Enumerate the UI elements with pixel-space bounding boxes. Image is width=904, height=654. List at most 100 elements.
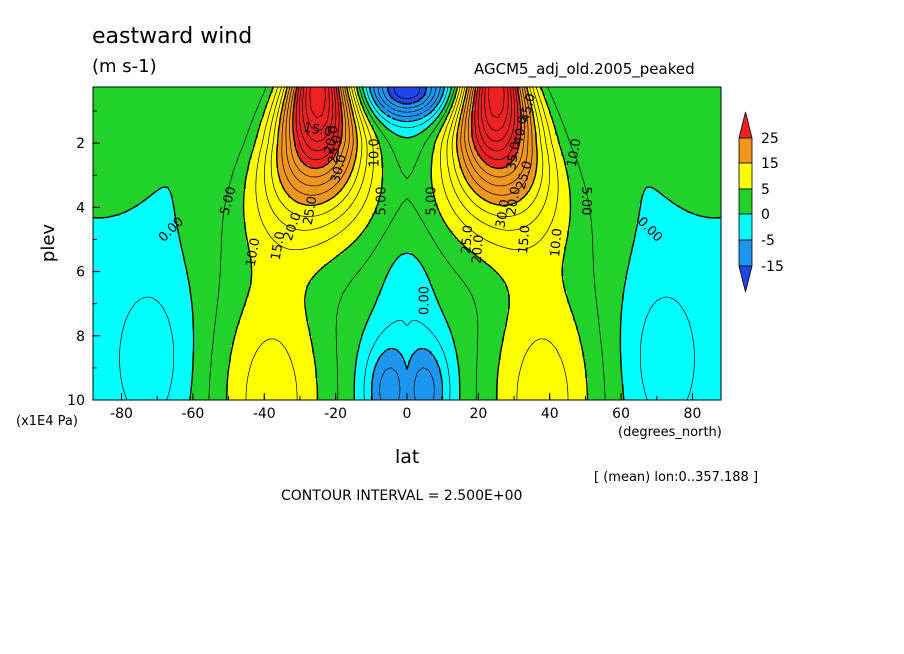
band-cell bbox=[492, 156, 496, 160]
band-cell bbox=[429, 135, 433, 139]
band-cell bbox=[180, 132, 184, 136]
band-cell bbox=[525, 105, 529, 109]
band-cell bbox=[438, 141, 442, 145]
band-cell bbox=[276, 102, 280, 106]
band-cell bbox=[432, 111, 436, 115]
band-cell bbox=[522, 144, 526, 148]
band-cell bbox=[633, 129, 637, 133]
band-cell bbox=[222, 96, 226, 100]
band-cell bbox=[219, 135, 223, 139]
band-cell bbox=[531, 138, 535, 142]
band-cell bbox=[303, 96, 307, 100]
band-cell bbox=[108, 144, 112, 148]
band-cell bbox=[717, 144, 721, 148]
band-cell bbox=[699, 153, 703, 157]
band-cell bbox=[651, 135, 655, 139]
band-cell bbox=[183, 150, 187, 154]
band-cell bbox=[414, 126, 418, 130]
band-cell bbox=[627, 90, 631, 94]
band-cell bbox=[444, 87, 448, 91]
band-cell bbox=[174, 150, 178, 154]
band-cell bbox=[507, 96, 511, 100]
band-cell bbox=[180, 111, 184, 115]
band-cell bbox=[582, 132, 586, 136]
band-cell bbox=[135, 93, 139, 97]
band-cell bbox=[492, 123, 496, 127]
band-cell bbox=[123, 111, 127, 115]
band-cell bbox=[135, 144, 139, 148]
band-cell bbox=[504, 102, 508, 106]
band-cell bbox=[315, 114, 319, 118]
band-cell bbox=[558, 117, 562, 121]
band-cell bbox=[381, 141, 385, 145]
band-cell bbox=[372, 117, 376, 121]
band-cell bbox=[630, 135, 634, 139]
band-cell bbox=[354, 144, 358, 148]
band-cell bbox=[285, 126, 289, 130]
band-cell bbox=[435, 147, 439, 151]
band-cell bbox=[564, 102, 568, 106]
band-cell bbox=[612, 153, 616, 157]
band-cell bbox=[411, 138, 415, 142]
band-cell bbox=[189, 138, 193, 142]
band-cell bbox=[222, 111, 226, 115]
band-cell bbox=[576, 126, 580, 130]
band-cell bbox=[594, 126, 598, 130]
band-cell bbox=[465, 147, 469, 151]
band-cell bbox=[645, 123, 649, 127]
band-cell bbox=[213, 153, 217, 157]
band-cell bbox=[522, 150, 526, 154]
band-cell bbox=[243, 111, 247, 115]
band-cell bbox=[174, 156, 178, 160]
band-cell bbox=[159, 87, 163, 91]
band-cell bbox=[198, 129, 202, 133]
band-cell bbox=[420, 126, 424, 130]
band-cell bbox=[684, 87, 688, 91]
band-cell bbox=[129, 105, 133, 109]
band-cell bbox=[423, 126, 427, 130]
band-cell bbox=[420, 114, 424, 118]
band-cell bbox=[546, 102, 550, 106]
band-cell bbox=[114, 150, 118, 154]
band-cell bbox=[285, 93, 289, 97]
band-cell bbox=[114, 156, 118, 160]
band-cell bbox=[276, 87, 280, 91]
band-cell bbox=[189, 90, 193, 94]
band-cell bbox=[99, 117, 103, 121]
band-cell bbox=[687, 123, 691, 127]
band-cell bbox=[660, 93, 664, 97]
band-cell bbox=[342, 120, 346, 124]
band-cell bbox=[399, 102, 403, 106]
band-cell bbox=[615, 105, 619, 109]
band-cell bbox=[330, 153, 334, 157]
band-cell bbox=[489, 144, 493, 148]
band-cell bbox=[555, 96, 559, 100]
band-cell bbox=[468, 90, 472, 94]
band-cell bbox=[702, 99, 706, 103]
band-cell bbox=[276, 156, 280, 160]
band-cell bbox=[591, 126, 595, 130]
band-cell bbox=[708, 87, 712, 91]
band-cell bbox=[363, 135, 367, 139]
band-cell bbox=[387, 132, 391, 136]
band-cell bbox=[507, 105, 511, 109]
band-cell bbox=[237, 111, 241, 115]
band-cell bbox=[471, 150, 475, 154]
band-cell bbox=[240, 156, 244, 160]
band-cell bbox=[402, 114, 406, 118]
band-cell bbox=[558, 150, 562, 154]
band-cell bbox=[498, 111, 502, 115]
band-cell bbox=[414, 102, 418, 106]
band-cell bbox=[279, 150, 283, 154]
band-cell bbox=[225, 96, 229, 100]
band-cell bbox=[459, 105, 463, 109]
band-cell bbox=[579, 138, 583, 142]
band-cell bbox=[621, 135, 625, 139]
band-cell bbox=[222, 99, 226, 103]
band-cell bbox=[561, 108, 565, 112]
band-cell bbox=[228, 153, 232, 157]
band-cell bbox=[357, 90, 361, 94]
band-cell bbox=[279, 102, 283, 106]
band-cell bbox=[459, 129, 463, 133]
band-cell bbox=[249, 117, 253, 121]
